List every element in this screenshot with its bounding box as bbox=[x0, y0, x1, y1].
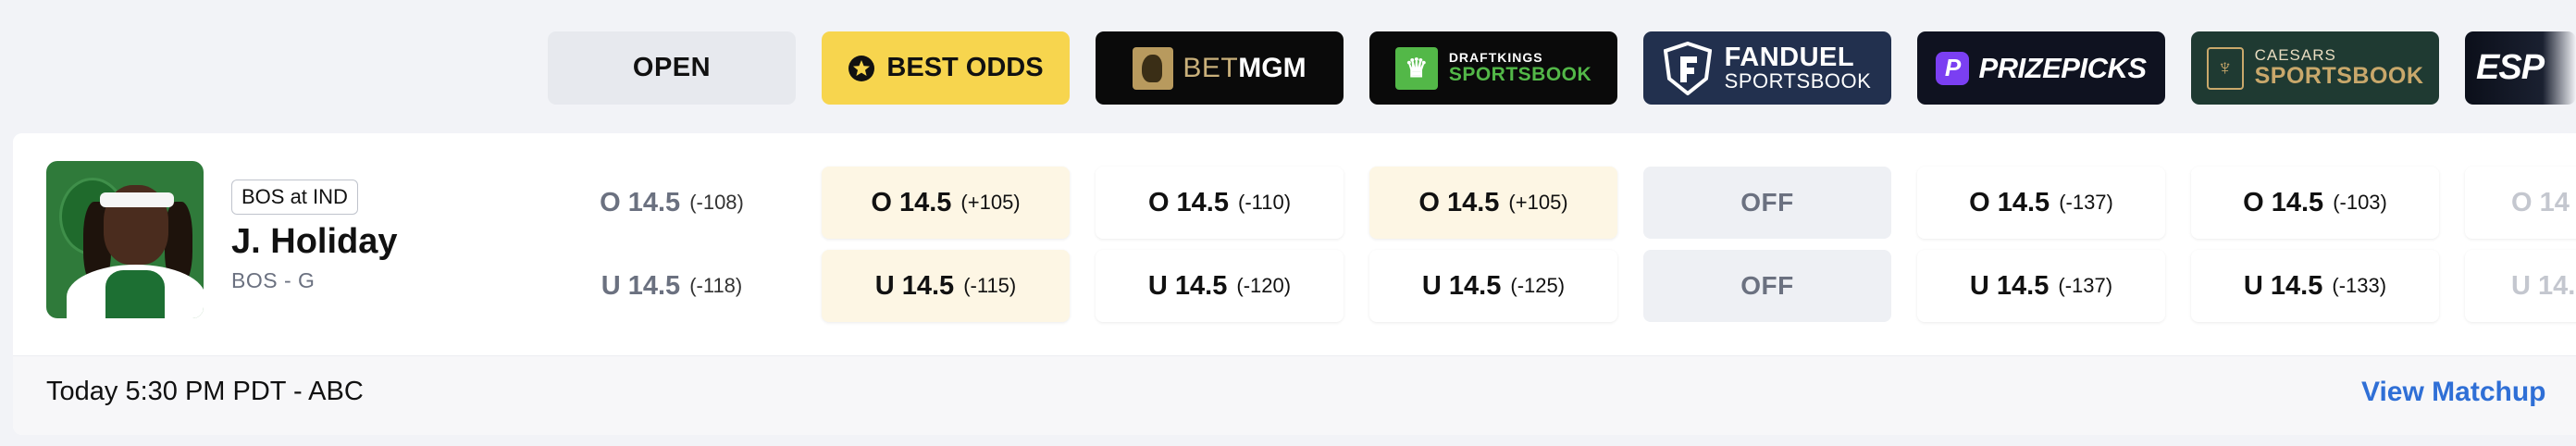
odds-price: (-120) bbox=[1236, 274, 1292, 297]
column-header-best-odds[interactable]: BEST ODDS bbox=[822, 31, 1070, 105]
draftkings-logo-bottom: SPORTSBOOK bbox=[1448, 63, 1592, 85]
badge-star-icon bbox=[848, 55, 875, 81]
draftkings-logo: ♛ DRAFTKINGS SPORTSBOOK bbox=[1394, 46, 1592, 90]
open-label: OPEN bbox=[632, 53, 712, 82]
odds-cell-betmgm-over[interactable]: O 14.5 (-110) bbox=[1096, 167, 1344, 239]
betmgm-logo-bet: BET bbox=[1183, 52, 1239, 83]
odds-line: O 14.5 bbox=[1147, 187, 1229, 217]
odds-price: (+105) bbox=[960, 191, 1021, 214]
odds-price: (-137) bbox=[2058, 274, 2113, 297]
odds-line: U 14. bbox=[2511, 270, 2576, 301]
odds-line: O 14.5 bbox=[1969, 187, 2050, 217]
odds-cell-draftkings-under[interactable]: U 14.5 (-125) bbox=[1369, 250, 1617, 322]
odds-line: U 14.5 bbox=[874, 270, 955, 301]
column-header-open[interactable]: OPEN bbox=[548, 31, 796, 105]
odds-line: U 14.5 bbox=[1969, 270, 2050, 301]
odds-price: (-103) bbox=[2333, 191, 2387, 214]
draftkings-logo-top: DRAFTKINGS bbox=[1448, 50, 1543, 66]
matchup-badge: BOS at IND bbox=[231, 180, 358, 215]
odds-line: O 14.5 bbox=[871, 187, 952, 217]
column-header-betmgm[interactable]: BET MGM bbox=[1096, 31, 1344, 105]
odds-line: O 14.5 bbox=[1418, 187, 1500, 217]
odds-cell-espn-over[interactable]: O 14 bbox=[2465, 167, 2576, 239]
odds-cell-espn-under[interactable]: U 14. bbox=[2465, 250, 2576, 322]
column-header-prizepicks[interactable]: P PRIZEPICKS bbox=[1917, 31, 2165, 105]
odds-line: U 14.5 bbox=[1147, 270, 1228, 301]
betmgm-logo: BET MGM bbox=[1133, 46, 1307, 90]
odds-price: (+105) bbox=[1508, 191, 1568, 214]
column-header-draftkings[interactable]: ♛ DRAFTKINGS SPORTSBOOK bbox=[1369, 31, 1617, 105]
odds-price: (-115) bbox=[963, 274, 1017, 297]
prizepicks-logo: P PRIZEPICKS bbox=[1936, 51, 2147, 85]
player-prop-card: BOS at IND J. Holiday BOS - G O 14.5 (-1… bbox=[13, 133, 2576, 435]
odds-line: O 14 bbox=[2511, 187, 2570, 217]
prizepicks-p-icon: P bbox=[1936, 51, 1970, 85]
view-matchup-link[interactable]: View Matchup bbox=[2361, 377, 2546, 407]
player-headshot bbox=[46, 161, 204, 318]
prizepicks-logo-text: PRIZEPICKS bbox=[1978, 51, 2147, 84]
odds-price: (-137) bbox=[2059, 191, 2113, 214]
odds-off-label: OFF bbox=[1740, 271, 1794, 300]
odds-cell-caesars-over[interactable]: O 14.5 (-103) bbox=[2191, 167, 2439, 239]
player-info: BOS at IND J. Holiday BOS - G bbox=[13, 133, 550, 355]
odds-price: (-110) bbox=[1238, 191, 1292, 214]
column-header-espn[interactable]: ESP bbox=[2465, 31, 2576, 105]
odds-price: (-118) bbox=[689, 274, 743, 297]
odds-cell-best-under[interactable]: U 14.5 (-115) bbox=[822, 250, 1070, 322]
odds-cell-prizepicks-over[interactable]: O 14.5 (-137) bbox=[1917, 167, 2165, 239]
fanduel-logo: FANDUEL SPORTSBOOK bbox=[1663, 41, 1872, 95]
caesars-logo-bottom: SPORTSBOOK bbox=[2254, 63, 2424, 90]
caesars-logo-top: CAESARS bbox=[2254, 46, 2336, 65]
odds-cell-caesars-under[interactable]: U 14.5 (-133) bbox=[2191, 250, 2439, 322]
odds-cell-best-over[interactable]: O 14.5 (+105) bbox=[822, 167, 1070, 239]
odds-line: U 14.5 bbox=[601, 270, 681, 301]
fanduel-shield-icon bbox=[1663, 41, 1712, 95]
odds-cell-open-over: O 14.5 (-108) bbox=[548, 167, 796, 239]
column-header-caesars[interactable]: ♆ CAESARS SPORTSBOOK bbox=[2191, 31, 2439, 105]
caesars-logo: ♆ CAESARS SPORTSBOOK bbox=[2206, 46, 2424, 90]
odds-price: (-125) bbox=[1510, 274, 1566, 297]
sportsbook-header-row: OPEN BEST ODDS BET MGM ♛ DRAFTKINGS SPOR… bbox=[0, 0, 2576, 130]
betmgm-logo-mgm: MGM bbox=[1238, 52, 1307, 83]
column-header-fanduel[interactable]: FANDUEL SPORTSBOOK bbox=[1643, 31, 1891, 105]
game-time: Today 5:30 PM PDT - ABC bbox=[46, 377, 364, 406]
lion-icon bbox=[1133, 46, 1174, 90]
odds-off-label: OFF bbox=[1740, 188, 1794, 217]
odds-cell-draftkings-over[interactable]: O 14.5 (+105) bbox=[1369, 167, 1617, 239]
odds-line: O 14.5 bbox=[2243, 187, 2324, 217]
odds-cell-open-under: U 14.5 (-118) bbox=[548, 250, 796, 322]
odds-line: U 14.5 bbox=[2243, 270, 2323, 301]
odds-cell-prizepicks-under[interactable]: U 14.5 (-137) bbox=[1917, 250, 2165, 322]
fanduel-logo-bottom: SPORTSBOOK bbox=[1724, 69, 1872, 93]
odds-price: (-108) bbox=[689, 191, 744, 214]
odds-cell-fanduel-over: OFF bbox=[1643, 167, 1891, 239]
fanduel-logo-top: FANDUEL bbox=[1724, 43, 1855, 72]
odds-line: U 14.5 bbox=[1421, 270, 1502, 301]
best-odds-label: BEST ODDS bbox=[886, 53, 1044, 82]
trophy-icon: ♆ bbox=[2206, 46, 2244, 90]
card-footer: Today 5:30 PM PDT - ABC View Matchup bbox=[13, 355, 2576, 435]
player-name[interactable]: J. Holiday bbox=[231, 222, 398, 261]
odds-price: (-133) bbox=[2332, 274, 2387, 297]
odds-cell-betmgm-under[interactable]: U 14.5 (-120) bbox=[1096, 250, 1344, 322]
draftkings-crown-icon: ♛ bbox=[1394, 46, 1438, 90]
odds-line: O 14.5 bbox=[600, 187, 681, 217]
player-team-position: BOS - G bbox=[231, 268, 316, 292]
espn-logo-text: ESP bbox=[2476, 48, 2545, 87]
odds-cell-fanduel-under: OFF bbox=[1643, 250, 1891, 322]
